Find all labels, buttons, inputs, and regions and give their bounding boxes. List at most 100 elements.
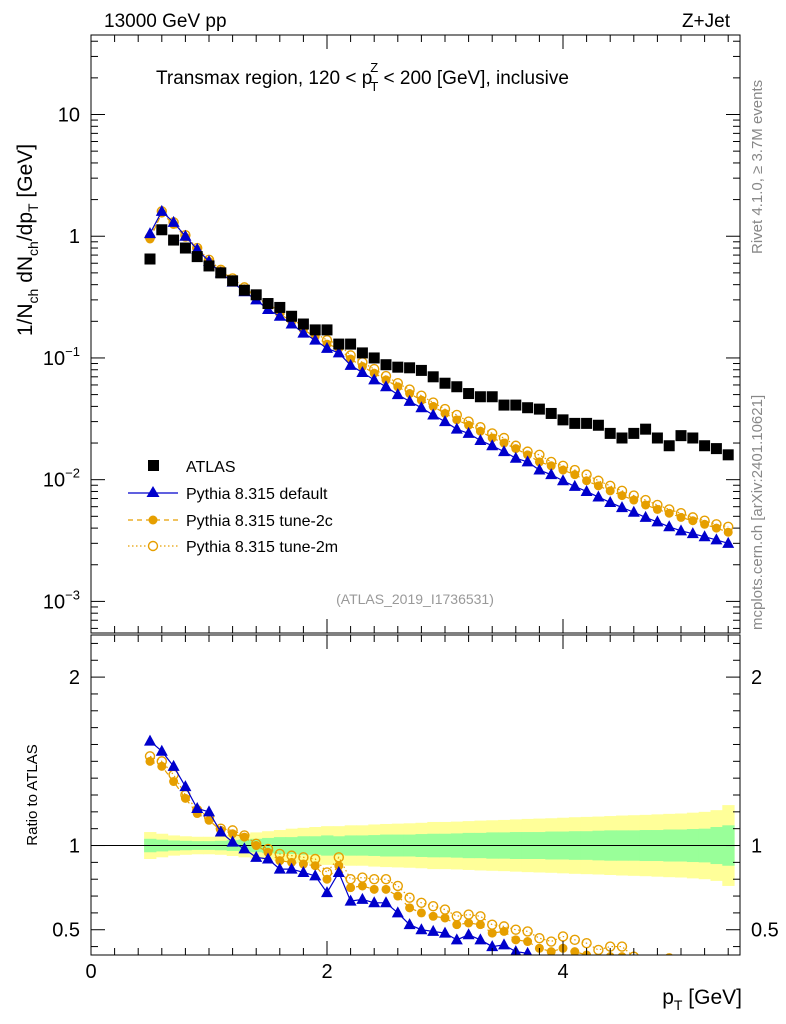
series-2-point [534,457,544,467]
ratio-0-point [297,865,310,877]
series-0-point [439,377,451,389]
ratio-1-point [228,829,238,839]
x-axis-label: pT [GeV] [662,986,742,1013]
ratio-1-point [369,884,379,894]
ratio-2-point [546,936,557,947]
plot-title: Transmax region, 120 < pTZ < 200 [GeV], … [156,60,569,94]
ratio-1-point [157,761,167,771]
ratio-2-point [581,938,592,949]
ratio-1-point [523,937,533,947]
ratio-0-point [167,759,180,771]
series-1-point [391,388,404,400]
ratio-1-point [251,841,261,851]
ratio-1-point [239,832,249,842]
series-0-point [321,324,333,336]
x-tick-label: 4 [557,961,568,983]
series-1-point [545,468,558,480]
ratio-0-point [191,801,204,813]
ratio-1-point [357,881,367,891]
ratio-1-point [464,918,474,928]
x-ticks: 0 2 4 [85,35,729,983]
ratio-0-point [569,957,581,968]
ratio-1-point [475,920,485,930]
ratio-0-point [380,896,392,908]
ratio-y-tick-label-right: 2 [751,667,762,689]
ratio-y-tick-label-right: 0.5 [751,920,779,942]
ratio-0-point [309,869,322,881]
series-0-point [333,338,345,350]
series-2-point [393,382,403,392]
legend-label-default: Pythia 8.315 default [186,486,328,503]
series-1-point [462,426,475,438]
ratio-0-point [498,938,510,950]
main-frame [90,34,741,634]
series-0-point [227,275,239,287]
ratio-2-point [416,897,427,908]
ratio-2-point [510,924,521,935]
series-2-point [511,444,521,454]
series-2-point [570,470,580,480]
series-0-point [215,267,227,279]
series-1-point [521,455,534,467]
series-2-point [475,426,485,436]
series-2-point [641,500,651,510]
ratio-0-point [155,744,168,756]
ratio-1-point [428,911,438,921]
ratio-2-point [380,874,392,885]
ratio-1-point [440,913,450,923]
ratio-2-point [534,932,545,944]
series-0-point [309,324,321,336]
series-2-point [428,401,438,411]
header-right: Z+Jet [682,11,731,32]
ylabel-sub-2: ch [25,241,41,256]
main-y-tick-exponent: −2 [65,466,80,481]
series-0-point [710,443,722,455]
series-1-point [498,445,510,457]
ratio-1-point [334,861,344,871]
side-label-bottom: mcplots.cern.ch [arXiv:2401.10621] [749,395,766,630]
series-0-point [356,347,368,359]
series-2-point [593,481,603,491]
series-1-point [155,204,168,216]
ratio-1-point [169,777,179,787]
ylabel-part-3: /dp [14,212,37,241]
series-line-2 [149,212,729,533]
series-1-point [639,510,652,522]
series-1-point [698,530,711,542]
series-0-point [533,403,545,415]
side-label-top: Rivet 4.1.0, ≥ 3.7M events [749,80,766,254]
ratio-2-point [439,904,451,915]
series-2-point [405,389,415,399]
series-0-point [640,423,652,435]
series-1-point [344,358,357,370]
series-0-point [581,417,593,429]
series-1-point [297,326,310,338]
series-1-point [321,341,333,353]
ratio-0-point [332,865,345,877]
series-0-point [722,449,734,461]
series-1-point [604,495,617,507]
main-y-tick-exponent: −1 [65,344,80,359]
series-1-point [592,490,605,502]
ratio-0-point [344,894,357,906]
ratio-2-point [428,900,439,912]
series-1-point [557,474,569,486]
series-1-point [285,317,298,329]
series-2-point [416,395,426,405]
ratio-2-point [522,926,533,937]
header-left: 13000 GeV pp [104,11,227,32]
series-1-point [616,501,628,513]
ratio-0-point [250,850,263,862]
ylabel-part-1: 1/N [14,303,37,336]
series-1-point [474,433,487,445]
series-2-point [664,508,674,518]
series-0-point [486,391,498,403]
series-0-point [510,399,522,411]
legend-marker-atlas [148,460,159,471]
ratio-2-point [557,931,569,942]
legend-label-atlas: ATLAS [186,459,236,476]
main-y-tick-label: 1 [69,226,80,248]
series-0-point [179,242,191,254]
ratio-1-point [393,891,403,901]
